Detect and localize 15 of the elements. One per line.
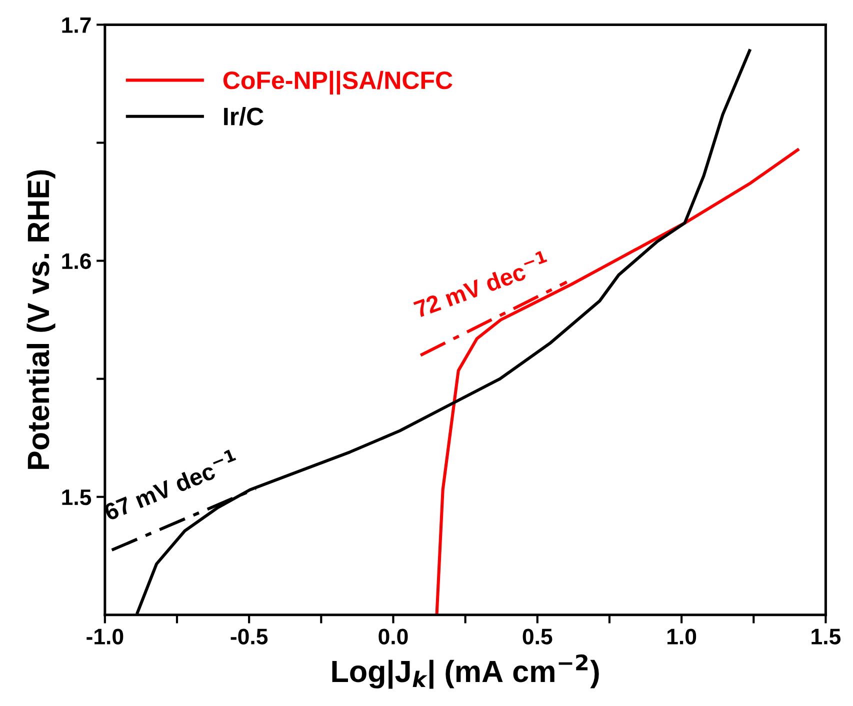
y-tick-label: 1.5 [62,490,92,506]
x-tick-label: -1.0 [86,628,124,644]
legend-label: Ir/C [224,106,264,126]
x-tick-label: 1.5 [812,628,841,644]
y-tick-label: 1.6 [62,253,91,270]
x-tick-label: 1.0 [668,628,696,644]
y-axis-title: Potential (V vs. RHE) [26,170,56,469]
annotation: 67 mV dec$^{−1}$ [101,448,240,521]
annotation: 72 mV dec$^{−1}$ [412,250,550,318]
x-tick-label: 0.0 [378,628,408,644]
y-tick-label: 1.7 [62,17,91,33]
legend-label: CoFe-NP||SA/NCFC [223,70,452,94]
x-axis-title: Log|J$_{k}$| (mA cm$^{−2}$) [332,654,599,689]
x-tick-label: -0.5 [230,628,268,644]
x-tick-label: 0.5 [522,628,552,644]
